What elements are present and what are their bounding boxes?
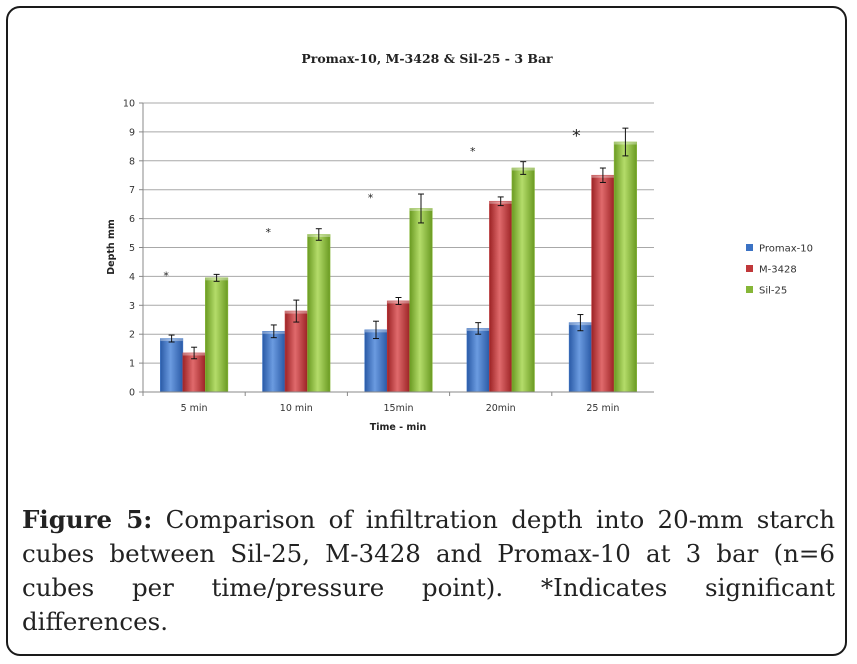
significance-star: * [163, 270, 169, 283]
y-tick-label: 0 [129, 388, 135, 399]
y-tick-label: 10 [123, 99, 135, 110]
y-tick-label: 2 [129, 330, 135, 341]
y-tick-label: 8 [129, 156, 135, 167]
legend-label: Sil-25 [759, 286, 787, 297]
y-tick-label: 3 [129, 301, 135, 312]
x-tick-label: 10 min [280, 403, 313, 414]
significance-star: * [572, 126, 581, 146]
significance-star: * [470, 145, 476, 158]
bar-promax-10 [364, 329, 388, 393]
y-tick-label: 6 [129, 214, 135, 225]
y-axis-title: Depth mm [106, 219, 117, 275]
y-tick-label: 4 [129, 272, 135, 283]
bar-promax-10 [160, 338, 184, 393]
y-tick-label: 9 [129, 127, 135, 138]
significance-star: * [266, 226, 272, 239]
bar-sil-25 [613, 141, 637, 393]
bar-m-3428 [489, 200, 513, 393]
bar-promax-10 [568, 322, 592, 393]
significance-star: * [368, 191, 374, 204]
bar-sil-25 [409, 208, 433, 393]
x-tick-label: 25 min [586, 403, 619, 414]
legend-swatch [746, 286, 753, 293]
figure-caption: Figure 5: Comparison of infiltration dep… [22, 503, 835, 639]
y-tick-label: 7 [129, 185, 135, 196]
bar-sil-25 [205, 277, 229, 393]
y-tick-label: 5 [129, 243, 135, 254]
legend-label: Promax-10 [759, 244, 813, 255]
y-tick-label: 1 [129, 359, 135, 370]
bar-promax-10 [262, 331, 286, 393]
legend-label: M-3428 [759, 265, 797, 276]
legend-swatch [746, 265, 753, 272]
x-tick-label: 20min [486, 403, 516, 414]
bar-m-3428 [284, 310, 308, 393]
chart-title: Promax-10, M-3428 & Sil-25 - 3 Bar [301, 51, 553, 66]
bar-chart: Promax-10, M-3428 & Sil-25 - 3 Bar * * * * *… [106, 51, 813, 433]
bar-promax-10 [466, 328, 490, 393]
figure-label: Figure 5: [22, 505, 153, 534]
bar-m-3428 [386, 300, 411, 393]
figure-caption-text: Comparison of infiltration depth into 20… [22, 505, 835, 636]
x-tick-label: 5 min [181, 403, 208, 414]
bar-m-3428 [591, 174, 615, 393]
x-tick-label: 15min [383, 403, 413, 414]
legend-swatch [746, 244, 753, 251]
bar-sil-25 [511, 167, 535, 393]
x-axis-title: Time - min [370, 422, 427, 433]
bar-sil-25 [307, 234, 331, 393]
